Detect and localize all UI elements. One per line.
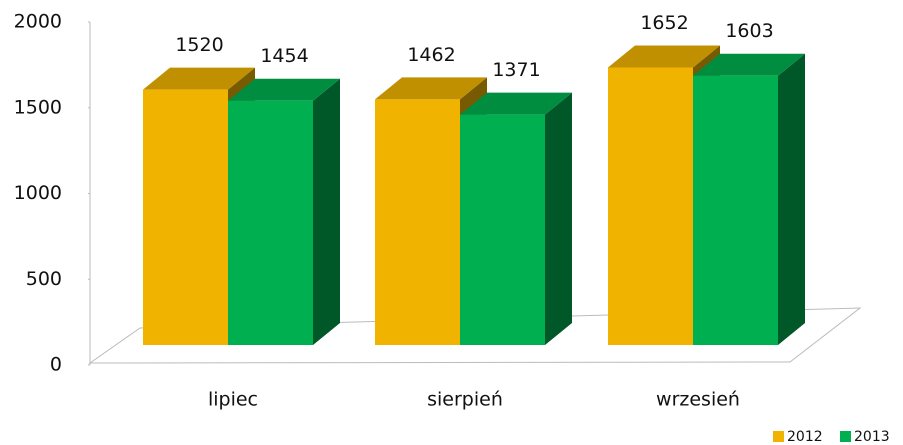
bar-top [143, 67, 255, 90]
x-tick-label: sierpień [427, 389, 503, 411]
value-label: 1454 [260, 45, 308, 67]
bar [693, 53, 805, 346]
x-tick-label: lipiec [208, 389, 258, 411]
bar-front [143, 89, 228, 345]
bar-front [608, 67, 693, 346]
value-label: 1462 [407, 44, 455, 66]
bar-top [608, 45, 720, 68]
bar-top [375, 77, 487, 100]
bar-side [545, 92, 572, 345]
y-tick-label: 0 [50, 354, 62, 376]
bar-side [778, 53, 805, 346]
bar-front [375, 99, 460, 345]
bar [460, 92, 572, 345]
y-tick-label: 1500 [14, 96, 62, 118]
bar-top [228, 78, 340, 101]
bar-front [228, 100, 313, 345]
y-tick-label: 1000 [14, 182, 62, 204]
legend-swatch [840, 431, 851, 442]
value-label: 1652 [640, 12, 688, 34]
legend-swatch [773, 431, 784, 442]
bar [228, 78, 340, 345]
bar-front [693, 75, 778, 346]
value-label: 1520 [175, 34, 223, 56]
bar-side [313, 78, 340, 345]
y-tick-label: 500 [26, 268, 62, 290]
legend-label leg: 2013 [854, 429, 890, 445]
value-label: 1603 [725, 20, 773, 42]
bar-top [460, 92, 572, 115]
x-tick-label: wrzesień [656, 389, 740, 411]
value-label: 1371 [492, 59, 540, 81]
legend-label leg: 2012 [787, 429, 823, 445]
bar-top [693, 53, 805, 76]
bar-front [460, 114, 545, 345]
y-tick-label: 2000 [14, 11, 62, 33]
